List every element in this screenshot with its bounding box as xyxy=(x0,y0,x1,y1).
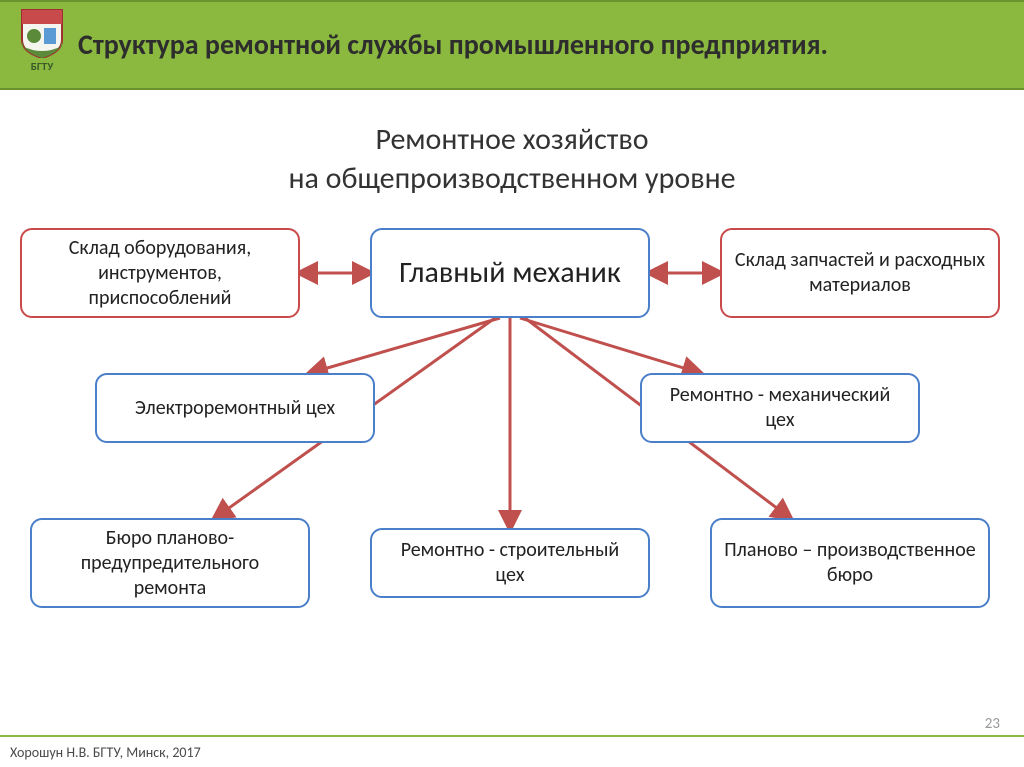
node-warehouse_equip: Склад оборудования, инструментов, приспо… xyxy=(20,228,300,318)
subtitle: Ремонтное хозяйство на общепроизводствен… xyxy=(0,120,1024,198)
logo: БГТУ xyxy=(18,8,66,73)
node-warehouse_parts: Склад запчастей и расходных материалов xyxy=(720,228,1000,318)
shield-icon xyxy=(18,8,66,58)
subtitle-line2: на общепроизводственном уровне xyxy=(0,159,1024,198)
page-title: Структура ремонтной службы промышленного… xyxy=(78,28,828,62)
node-bureau_prod: Планово – производственное бюро xyxy=(710,518,990,608)
footer-text: Хорошун Н.В. БГТУ, Минск, 2017 xyxy=(10,744,201,761)
subtitle-line1: Ремонтное хозяйство xyxy=(0,120,1024,159)
diagram: Склад оборудования, инструментов, приспо… xyxy=(0,218,1024,698)
footer: Хорошун Н.В. БГТУ, Минск, 2017 xyxy=(0,735,1024,767)
logo-label: БГТУ xyxy=(31,60,53,73)
node-chief: Главный механик xyxy=(370,228,650,318)
node-mech: Ремонтно - механический цех xyxy=(640,373,920,443)
node-electro: Электроремонтный цех xyxy=(95,373,375,443)
page-number: 23 xyxy=(985,715,1000,733)
node-bureau_ppr: Бюро планово-предупредительного ремонта xyxy=(30,518,310,608)
header-bar: БГТУ Структура ремонтной службы промышле… xyxy=(0,0,1024,90)
node-construction: Ремонтно - строительный цех xyxy=(370,528,650,598)
